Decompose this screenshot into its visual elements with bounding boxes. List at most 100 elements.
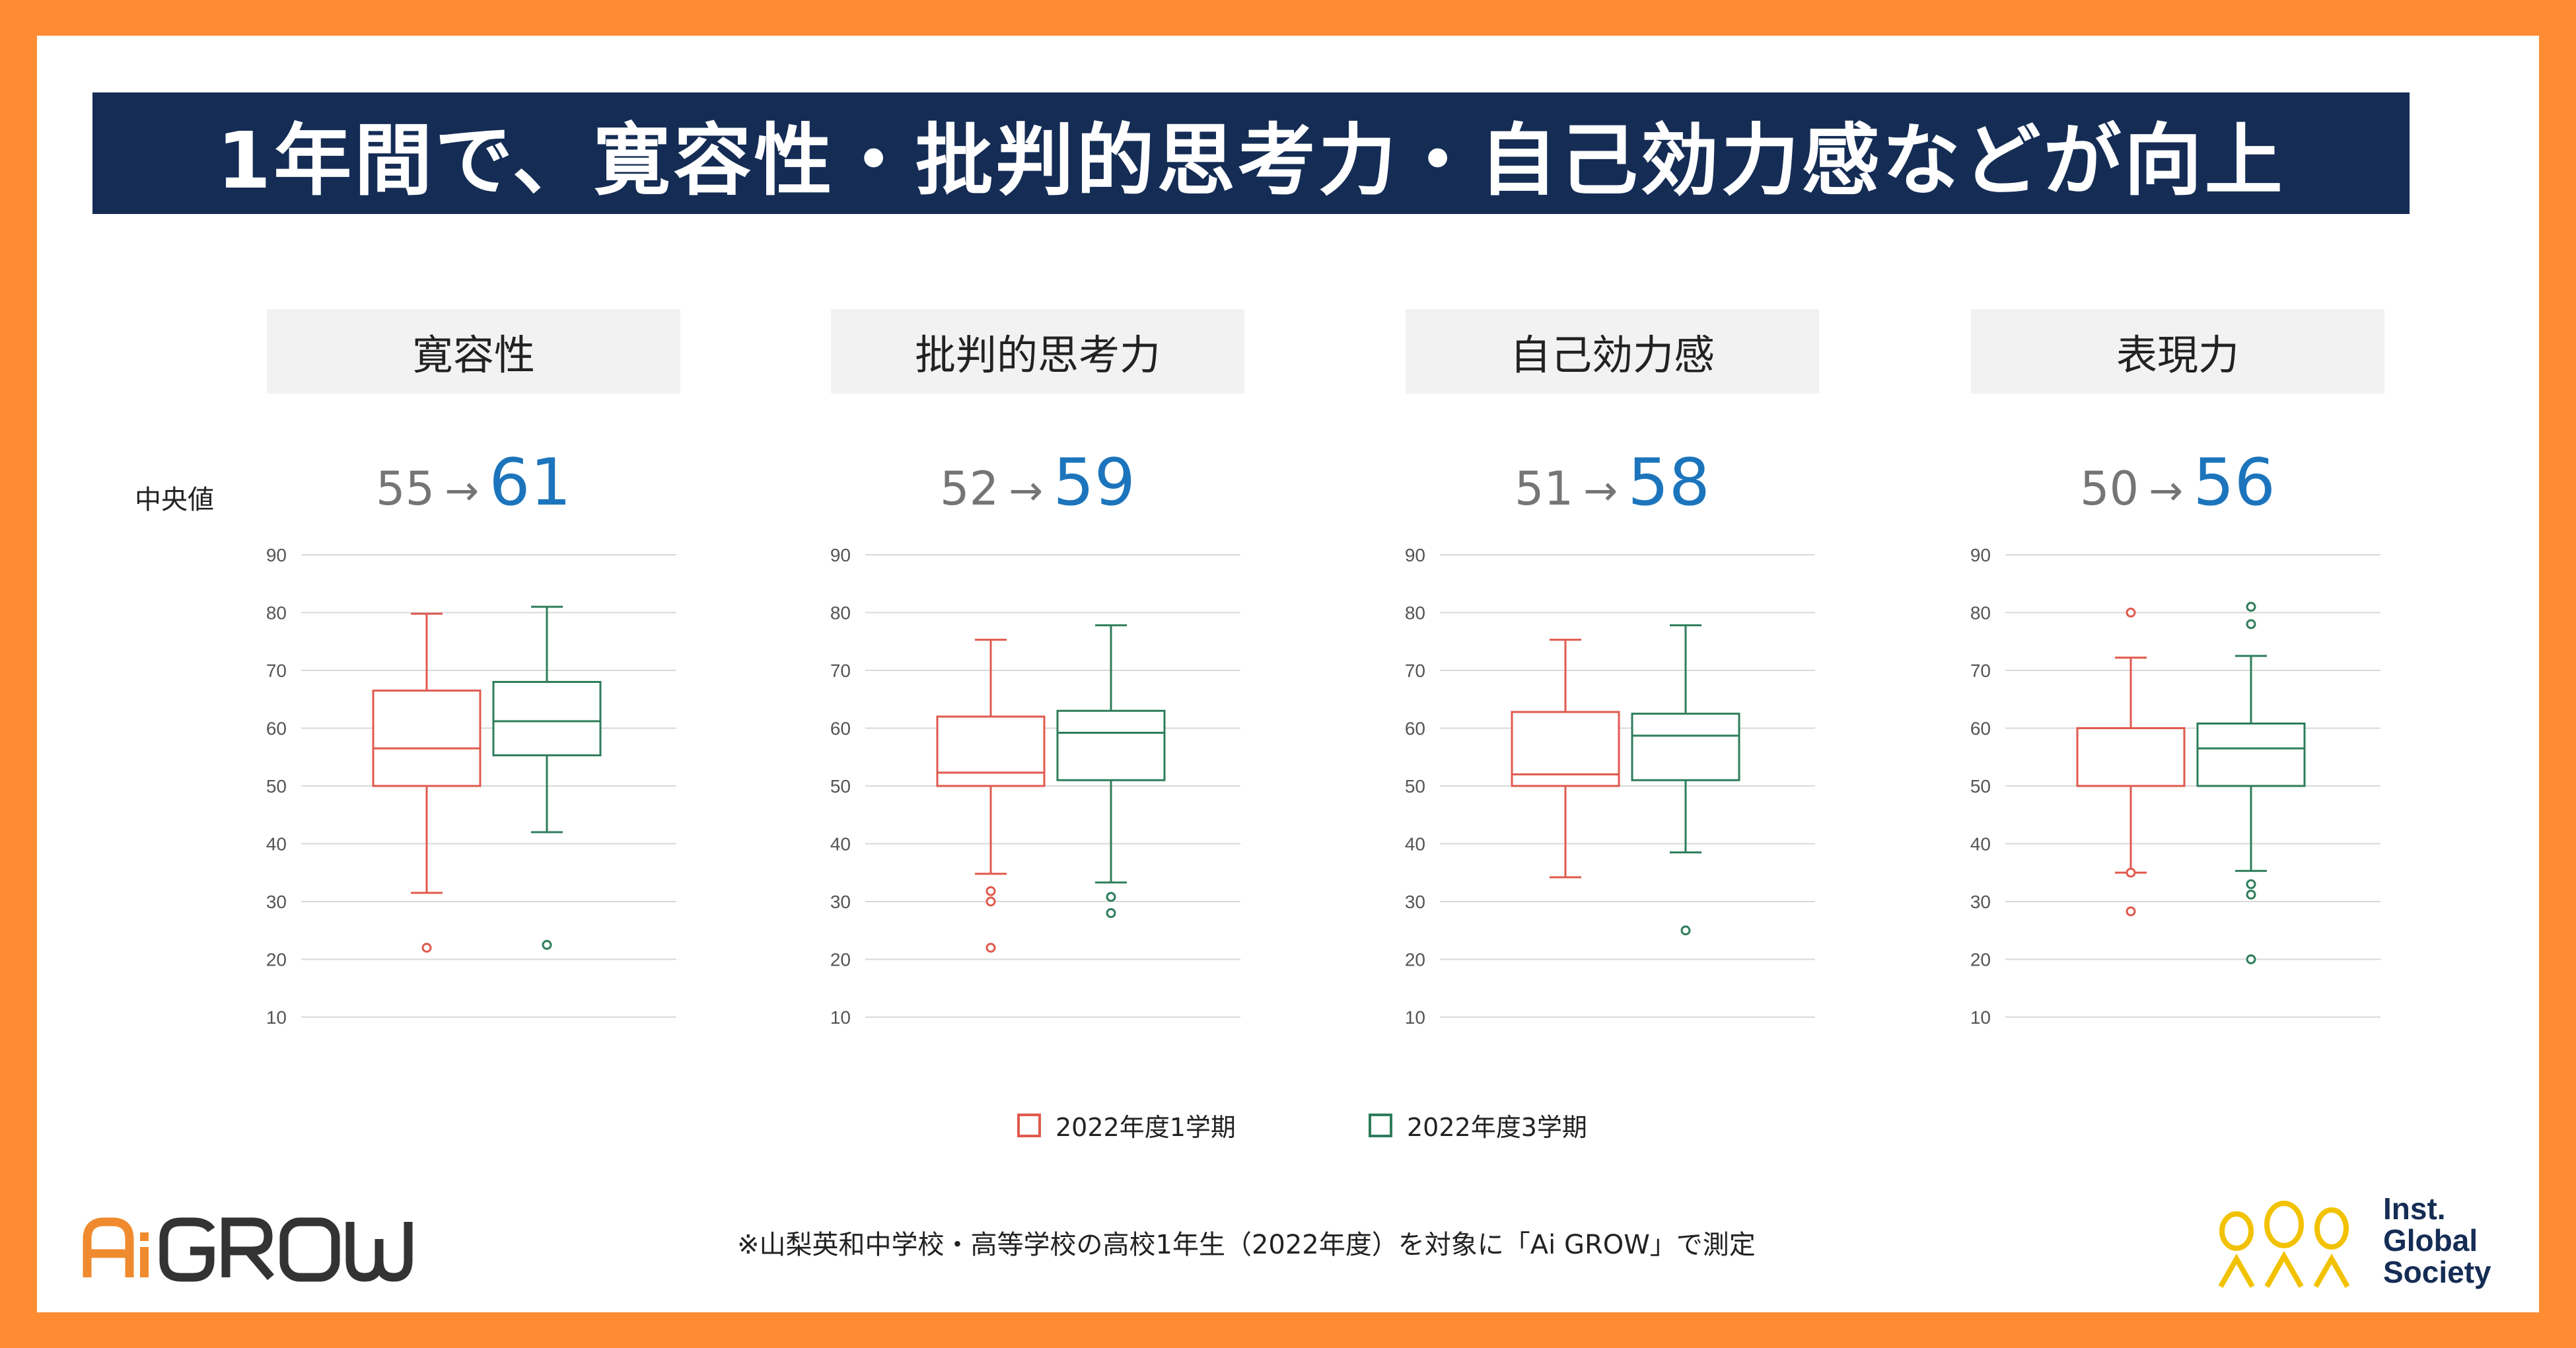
median-after: 58 xyxy=(1628,445,1710,520)
box-iqr xyxy=(492,681,602,757)
content-panel xyxy=(37,36,2539,1312)
y-tick-label: 70 xyxy=(266,660,287,681)
chart-title: 寛容性 xyxy=(267,309,680,394)
median-change: 50 → 56 xyxy=(1971,445,2384,520)
chart-title: 批判的思考力 xyxy=(831,309,1244,394)
outlier-point xyxy=(2126,867,2136,878)
page-title: 1年間で、寛容性・批判的思考力・自己効力感などが向上 xyxy=(217,114,2285,206)
legend-swatch-term1 xyxy=(1017,1113,1041,1137)
box-plot: 90 80 70 60 50 40 30 20 10 xyxy=(266,545,676,1028)
igs-line-2: Global xyxy=(2383,1223,2478,1258)
igs-figures-icon xyxy=(2218,1201,2350,1288)
y-tick-label: 50 xyxy=(1405,776,1425,797)
y-tick-label: 50 xyxy=(1970,776,1991,797)
logo-letter-r xyxy=(221,1217,274,1281)
title-banner: 1年間で、寛容性・批判的思考力・自己効力感などが向上 xyxy=(92,92,2410,214)
median-change: 51 → 58 xyxy=(1406,445,1819,520)
y-tick-label: 90 xyxy=(830,545,851,565)
y-tick-label: 70 xyxy=(1970,660,1991,681)
arrow-icon: → xyxy=(2149,466,2184,514)
median-caption: 中央値 xyxy=(135,485,214,515)
y-tick-label: 60 xyxy=(266,719,287,739)
outlier-point xyxy=(985,886,996,896)
footnote: ※山梨英和中学校・高等学校の高校1年生（2022年度）を対象に「Ai GROW」… xyxy=(737,1230,1756,1260)
legend-label: 2022年度3学期 xyxy=(1407,1113,1587,1142)
y-tick-label: 50 xyxy=(266,776,287,797)
median-change: 52 → 59 xyxy=(831,445,1244,520)
y-tick-label: 30 xyxy=(1405,892,1425,912)
outlier-point xyxy=(2246,619,2256,629)
y-tick-label: 20 xyxy=(830,950,851,970)
y-tick-label: 80 xyxy=(830,603,851,623)
box-iqr xyxy=(2076,727,2186,787)
median-change: 55 → 61 xyxy=(267,445,680,520)
arrow-icon: → xyxy=(445,466,480,514)
outlier-point xyxy=(1680,925,1691,936)
igs-logo: Inst. Global Society xyxy=(2213,1188,2530,1306)
box-iqr xyxy=(372,690,482,787)
arrow-icon: → xyxy=(1009,466,1044,514)
outlier-point xyxy=(2246,890,2256,900)
outlier-point xyxy=(985,896,996,907)
chart-title: 表現力 xyxy=(1971,309,2384,394)
y-tick-label: 60 xyxy=(830,719,851,739)
y-tick-label: 70 xyxy=(830,660,851,681)
arrow-icon: → xyxy=(1583,466,1618,514)
median-before: 52 xyxy=(940,462,999,516)
outlier-point xyxy=(2126,608,2136,618)
box-plot: 90 80 70 60 50 40 30 20 10 xyxy=(1405,545,1815,1028)
igs-line-1: Inst. xyxy=(2383,1191,2446,1226)
igs-line-3: Society xyxy=(2383,1255,2491,1289)
logo-letter-i xyxy=(140,1247,149,1277)
legend-item-term3: 2022年度3学期 xyxy=(1369,1107,1587,1143)
box-plot: 90 80 70 60 50 40 30 20 10 xyxy=(830,545,1240,1028)
y-tick-label: 40 xyxy=(830,834,851,855)
y-tick-label: 10 xyxy=(1970,1007,1991,1028)
logo-letter-w xyxy=(345,1222,413,1282)
outlier-point xyxy=(2246,954,2256,964)
median-after: 56 xyxy=(2193,445,2275,520)
median-after: 61 xyxy=(489,445,571,520)
box-iqr xyxy=(2196,723,2306,787)
y-tick-label: 80 xyxy=(1970,603,1991,623)
median-before: 51 xyxy=(1515,462,1574,516)
legend-swatch-term3 xyxy=(1369,1113,1392,1137)
logo-letter-o xyxy=(279,1217,340,1282)
y-tick-label: 70 xyxy=(1405,660,1425,681)
y-tick-label: 10 xyxy=(830,1007,851,1028)
y-tick-label: 30 xyxy=(266,892,287,912)
y-tick-label: 20 xyxy=(266,950,287,970)
box-plot: 90 80 70 60 50 40 30 20 10 xyxy=(1970,545,2380,1028)
outlier-point xyxy=(421,942,432,953)
y-tick-label: 90 xyxy=(1405,545,1425,565)
logo-letter-a xyxy=(83,1217,134,1277)
y-tick-label: 90 xyxy=(1970,545,1991,565)
aigrow-logo xyxy=(83,1217,413,1282)
y-tick-label: 10 xyxy=(266,1007,287,1028)
y-tick-label: 40 xyxy=(1405,834,1425,855)
y-tick-label: 80 xyxy=(1405,603,1425,623)
outlier-point xyxy=(2126,906,2136,917)
median-before: 55 xyxy=(376,462,435,516)
box-iqr xyxy=(1056,709,1166,781)
y-tick-label: 10 xyxy=(1405,1007,1425,1028)
logo-letter-i-dot xyxy=(140,1232,149,1241)
y-tick-label: 30 xyxy=(830,892,851,912)
y-tick-label: 40 xyxy=(266,834,287,855)
legend-item-term1: 2022年度1学期 xyxy=(1017,1107,1236,1143)
logo-letter-g xyxy=(159,1217,215,1282)
outlier-point xyxy=(1106,908,1116,918)
chart-title: 自己効力感 xyxy=(1406,309,1819,394)
outlier-point xyxy=(542,940,552,950)
median-after: 59 xyxy=(1053,445,1135,520)
igs-wordmark: Inst. Global Society xyxy=(2383,1193,2491,1288)
y-tick-label: 80 xyxy=(266,603,287,623)
box-iqr xyxy=(936,715,1046,787)
y-tick-label: 60 xyxy=(1970,719,1991,739)
y-tick-label: 60 xyxy=(1405,719,1425,739)
median-before: 50 xyxy=(2080,462,2139,516)
y-tick-label: 40 xyxy=(1970,834,1991,855)
outlier-point xyxy=(2246,879,2256,890)
y-tick-label: 20 xyxy=(1970,950,1991,970)
y-tick-label: 50 xyxy=(830,776,851,797)
